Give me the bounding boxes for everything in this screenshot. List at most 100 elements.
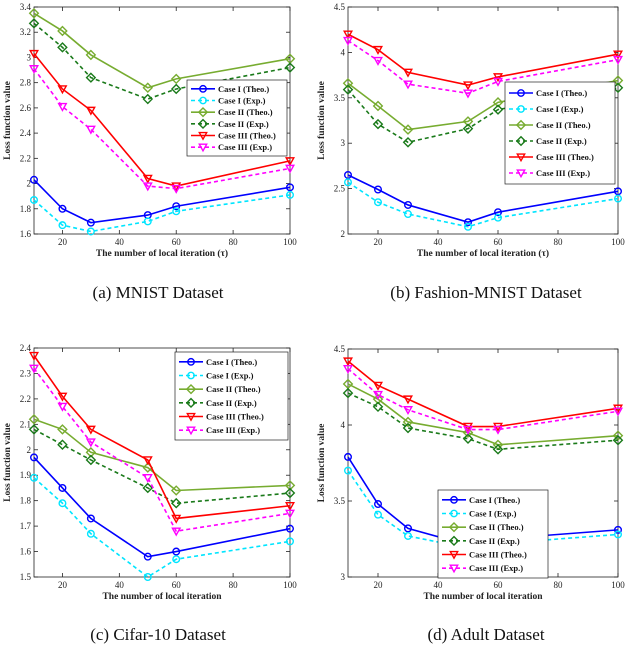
y-tick-label: 4.5 bbox=[334, 344, 346, 354]
y-tick-label: 3.5 bbox=[334, 496, 346, 506]
plot-frame bbox=[33, 347, 291, 578]
legend-marker bbox=[186, 426, 196, 436]
legend-label: Case II (Exp.) bbox=[536, 136, 587, 146]
legend-label: Case III (Theo.) bbox=[536, 152, 594, 162]
legend-marker bbox=[185, 397, 197, 409]
series-line-0 bbox=[33, 179, 291, 224]
data-point bbox=[28, 424, 40, 435]
legend: Case I (Theo.)Case I (Exp.)Case II (Theo… bbox=[186, 79, 288, 157]
data-point bbox=[143, 552, 152, 561]
y-tick-label: 2.2 bbox=[20, 394, 31, 404]
y-tick-label: 2.6 bbox=[20, 103, 32, 113]
data-point bbox=[462, 427, 474, 438]
data-point bbox=[463, 81, 473, 91]
data-point bbox=[171, 184, 182, 194]
x-tick-label: 100 bbox=[283, 237, 297, 247]
data-point bbox=[142, 93, 154, 105]
data-point bbox=[28, 18, 40, 29]
legend-label: Case III (Exp.) bbox=[206, 425, 260, 435]
legend-label: Case II (Theo.) bbox=[206, 384, 261, 394]
legend-label: Case II (Exp.) bbox=[206, 398, 257, 408]
series-line-2 bbox=[347, 383, 619, 446]
x-tick-label: 80 bbox=[554, 237, 564, 247]
data-point bbox=[142, 474, 153, 484]
legend-marker bbox=[199, 96, 207, 105]
data-point bbox=[57, 402, 68, 412]
legend-label: Case III (Theo.) bbox=[218, 131, 276, 141]
data-point bbox=[142, 174, 153, 184]
legend-label: Case II (Theo.) bbox=[218, 107, 273, 117]
series-line-1 bbox=[33, 194, 291, 233]
data-point bbox=[494, 208, 503, 217]
legend-label: Case III (Exp.) bbox=[218, 142, 272, 152]
legend-label: Case I (Theo.) bbox=[206, 357, 257, 367]
legend-box bbox=[437, 489, 549, 579]
data-point bbox=[403, 395, 413, 405]
legend-marker bbox=[516, 169, 526, 179]
data-point bbox=[86, 514, 95, 523]
series-line-4 bbox=[33, 53, 291, 187]
data-point bbox=[613, 407, 623, 417]
legend: Case I (Theo.)Case I (Exp.)Case II (Theo… bbox=[174, 351, 289, 441]
plot-frame bbox=[347, 6, 619, 235]
data-point bbox=[372, 393, 384, 405]
chart-panel-1: 20 40 60 80 100 2 2.5 3 3.5 4 4.5 The number of loc… bbox=[317, 2, 625, 302]
x-axis-label: The number of local iteration (τ) bbox=[96, 248, 228, 259]
series-line-5 bbox=[347, 368, 619, 431]
legend-label: Case II (Theo.) bbox=[536, 120, 591, 130]
data-point bbox=[374, 185, 383, 194]
legend-box bbox=[504, 81, 616, 185]
legend-label: Case II (Exp.) bbox=[218, 119, 269, 129]
legend-marker bbox=[449, 550, 459, 560]
data-point bbox=[404, 531, 413, 540]
x-tick-label: 80 bbox=[229, 237, 239, 247]
x-tick-label: 60 bbox=[494, 237, 504, 247]
chart-panel-0: 20 40 60 80 100 1.6 1.8 2 2.2 2.4 2.6 2.8 3 3.2 3.4 The… bbox=[3, 2, 297, 302]
legend-marker bbox=[450, 509, 458, 518]
data-point bbox=[612, 430, 624, 441]
x-tick-label: 40 bbox=[434, 237, 444, 247]
data-point bbox=[404, 524, 413, 533]
legend-marker bbox=[517, 89, 525, 97]
data-point bbox=[143, 217, 152, 226]
data-point bbox=[30, 473, 39, 482]
data-point bbox=[286, 537, 295, 546]
data-point bbox=[612, 75, 624, 86]
data-point bbox=[494, 213, 503, 222]
data-point bbox=[171, 514, 182, 524]
data-point bbox=[85, 106, 96, 116]
series-line-3 bbox=[33, 428, 291, 505]
series-line-4 bbox=[347, 33, 619, 86]
legend-label: Case II (Exp.) bbox=[469, 536, 520, 546]
data-point bbox=[344, 178, 353, 187]
panel-caption: (c) Cifar-10 Dataset bbox=[90, 625, 226, 644]
data-point bbox=[463, 89, 473, 99]
data-point bbox=[28, 8, 40, 19]
data-point bbox=[612, 434, 624, 446]
data-point bbox=[30, 195, 39, 204]
data-point bbox=[86, 218, 95, 227]
legend-label: Case I (Exp.) bbox=[536, 104, 584, 114]
data-point bbox=[286, 524, 295, 533]
data-point bbox=[462, 433, 474, 444]
legend-label: Case III (Theo.) bbox=[469, 550, 527, 560]
data-point bbox=[344, 466, 353, 475]
legend-marker bbox=[448, 535, 460, 547]
x-tick-label: 20 bbox=[374, 237, 384, 247]
series-line-1 bbox=[33, 477, 291, 578]
plot-frame bbox=[33, 6, 291, 235]
legend-label: Case III (Theo.) bbox=[206, 412, 264, 422]
data-point bbox=[172, 202, 181, 211]
data-point bbox=[613, 55, 623, 65]
x-tick-label: 60 bbox=[172, 580, 182, 590]
data-point bbox=[85, 454, 97, 466]
data-point bbox=[463, 425, 473, 435]
data-point bbox=[613, 50, 623, 60]
legend-label: Case I (Exp.) bbox=[218, 96, 266, 106]
legend-marker bbox=[515, 119, 527, 131]
y-tick-label: 2 bbox=[27, 445, 32, 455]
x-tick-label: 80 bbox=[229, 580, 239, 590]
data-point bbox=[614, 530, 623, 539]
legend-marker bbox=[515, 135, 527, 147]
